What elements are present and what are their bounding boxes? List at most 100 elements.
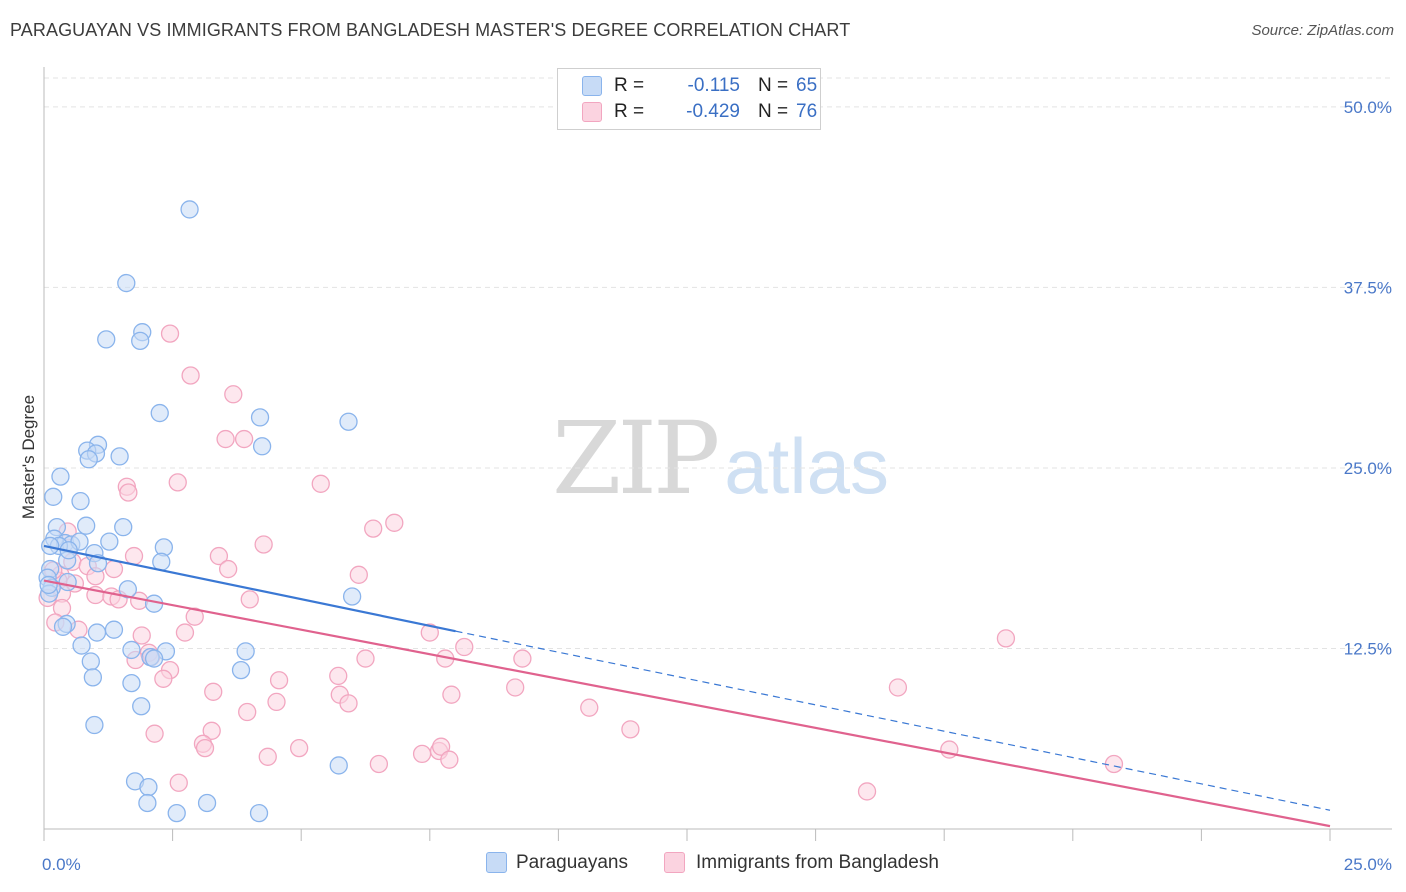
point-paraguayans bbox=[72, 636, 91, 655]
legend-n-value: 65 bbox=[796, 75, 818, 96]
legend-n-value: 76 bbox=[796, 101, 818, 122]
point-bangladesh bbox=[349, 565, 368, 584]
point-bangladesh bbox=[621, 720, 640, 739]
point-bangladesh bbox=[104, 559, 124, 579]
point-paraguayans bbox=[117, 273, 136, 293]
point-paraguayans bbox=[329, 756, 348, 775]
y-axis-title: Master's Degree bbox=[19, 395, 38, 519]
point-paraguayans bbox=[51, 467, 70, 486]
point-paraguayans bbox=[77, 516, 96, 535]
point-bangladesh bbox=[219, 559, 238, 579]
point-bangladesh bbox=[339, 694, 358, 713]
source-label: Source: ZipAtlas.com bbox=[1251, 22, 1394, 39]
watermark: ZIP atlas bbox=[552, 400, 889, 517]
point-bangladesh bbox=[888, 678, 908, 697]
point-paraguayans bbox=[53, 617, 73, 636]
point-bangladesh bbox=[216, 429, 235, 449]
trend-line-paraguayans bbox=[43, 544, 456, 633]
point-bangladesh bbox=[267, 692, 286, 712]
point-paraguayans bbox=[342, 587, 362, 606]
point-paraguayans bbox=[252, 437, 272, 456]
point-paraguayans bbox=[152, 552, 171, 571]
point-bangladesh bbox=[168, 473, 187, 492]
point-bangladesh bbox=[204, 682, 223, 701]
point-paraguayans bbox=[249, 803, 269, 823]
point-paraguayans bbox=[110, 447, 129, 466]
point-bangladesh bbox=[996, 629, 1016, 648]
point-bangladesh bbox=[412, 744, 432, 764]
point-bangladesh bbox=[224, 385, 243, 404]
point-bangladesh bbox=[385, 513, 404, 532]
point-bangladesh bbox=[442, 685, 461, 704]
point-bangladesh bbox=[181, 366, 200, 385]
correlation-legend: R = -0.115 N = 65 R = -0.429 N = 76 bbox=[557, 68, 821, 130]
point-bangladesh bbox=[132, 626, 151, 645]
point-bangladesh bbox=[175, 623, 195, 642]
point-paraguayans bbox=[197, 793, 217, 813]
data-points bbox=[38, 200, 1124, 823]
point-paraguayans bbox=[97, 330, 116, 349]
point-paraguayans bbox=[79, 450, 98, 469]
point-bangladesh bbox=[119, 483, 138, 502]
legend-n-label: N = bbox=[758, 101, 789, 122]
watermark-atlas: atlas bbox=[724, 422, 890, 510]
point-paraguayans bbox=[83, 668, 103, 687]
point-paraguayans bbox=[132, 697, 151, 716]
point-paraguayans bbox=[339, 412, 358, 431]
y-tick-label: 25.0% bbox=[1344, 459, 1392, 478]
point-paraguayans bbox=[144, 649, 164, 668]
bottom-legend-label: Paraguayans bbox=[516, 852, 628, 873]
point-bangladesh bbox=[580, 698, 599, 717]
point-bangladesh bbox=[440, 750, 459, 769]
bottom-legend-swatch bbox=[664, 852, 685, 873]
y-tick-label: 50.0% bbox=[1344, 98, 1392, 117]
point-bangladesh bbox=[513, 649, 532, 668]
point-paraguayans bbox=[41, 536, 60, 556]
point-paraguayans bbox=[39, 575, 58, 595]
point-paraguayans bbox=[104, 620, 124, 639]
point-paraguayans bbox=[250, 408, 270, 427]
point-bangladesh bbox=[431, 737, 451, 756]
point-bangladesh bbox=[420, 623, 439, 642]
point-bangladesh bbox=[238, 702, 257, 722]
point-bangladesh bbox=[364, 519, 383, 538]
point-bangladesh bbox=[1104, 754, 1124, 774]
point-paraguayans bbox=[58, 572, 77, 592]
axes bbox=[43, 67, 1392, 841]
point-bangladesh bbox=[195, 738, 215, 758]
point-bangladesh bbox=[124, 546, 144, 566]
trend-line-paraguayans-extension bbox=[455, 630, 1331, 811]
legend-swatch-bangladesh bbox=[582, 102, 602, 122]
point-paraguayans bbox=[180, 200, 199, 219]
point-bangladesh bbox=[234, 429, 254, 449]
point-bangladesh bbox=[154, 669, 173, 688]
grid-lines bbox=[44, 77, 1392, 649]
point-bangladesh bbox=[145, 724, 164, 743]
point-bangladesh bbox=[160, 324, 180, 343]
trend-lines bbox=[43, 544, 1331, 828]
point-paraguayans bbox=[131, 331, 150, 351]
point-paraguayans bbox=[118, 580, 137, 599]
point-bangladesh bbox=[311, 474, 330, 493]
axis-labels: 12.5% 25.0% 37.5% 50.0% 0.0% 25.0% Master's De… bbox=[19, 98, 1392, 874]
point-paraguayans bbox=[114, 518, 133, 537]
y-tick-label: 12.5% bbox=[1344, 639, 1392, 658]
y-tick-label: 37.5% bbox=[1344, 278, 1392, 297]
point-bangladesh bbox=[240, 590, 259, 609]
point-paraguayans bbox=[138, 793, 157, 813]
legend-swatch-paraguayans bbox=[582, 76, 602, 96]
point-paraguayans bbox=[100, 532, 119, 551]
point-paraguayans bbox=[85, 715, 104, 735]
point-paraguayans bbox=[150, 403, 169, 423]
point-bangladesh bbox=[329, 666, 348, 686]
legend-r-value: -0.429 bbox=[686, 101, 740, 122]
point-bangladesh bbox=[369, 754, 389, 774]
point-paraguayans bbox=[139, 777, 158, 797]
point-paraguayans bbox=[44, 487, 63, 506]
point-paraguayans bbox=[236, 642, 255, 661]
point-bangladesh bbox=[269, 671, 289, 690]
point-bangladesh bbox=[185, 607, 204, 626]
point-bangladesh bbox=[169, 773, 188, 792]
watermark-zip: ZIP bbox=[552, 400, 720, 517]
